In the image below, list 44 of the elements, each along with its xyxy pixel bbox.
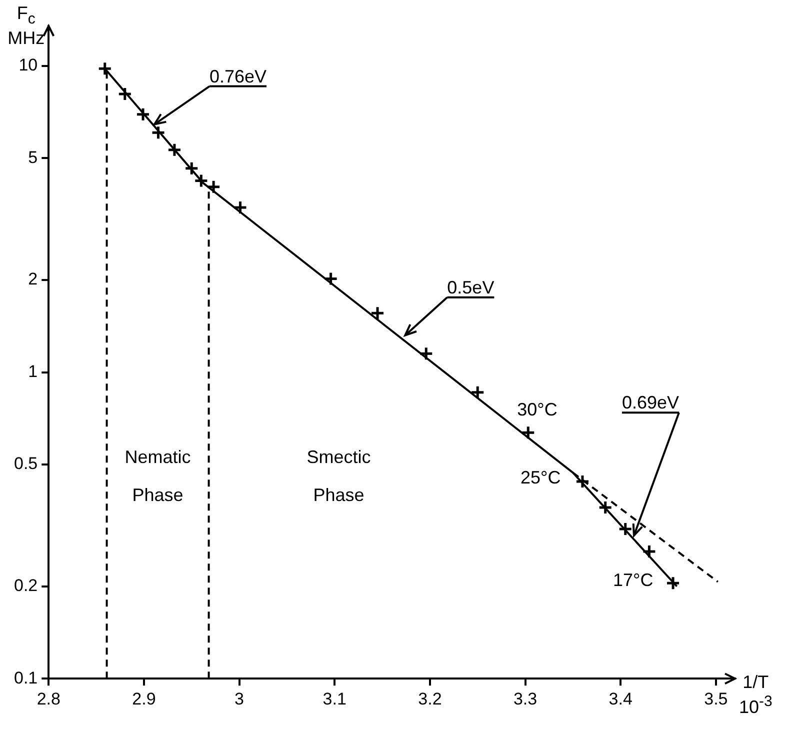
- point: [520, 425, 536, 440]
- x-tick-label: 3.1: [322, 689, 346, 708]
- point: [598, 500, 613, 515]
- point: [324, 271, 338, 286]
- y-tick-label: 10: [18, 56, 38, 75]
- point: [184, 161, 199, 176]
- x-tick-label: 3.5: [704, 689, 728, 708]
- x-tick-label: 3: [234, 689, 244, 708]
- y-tick-label: 0.5: [14, 454, 38, 474]
- x-axis-title: 1/T 10$^{-3}$: [739, 672, 772, 717]
- point: [118, 86, 132, 102]
- point: [618, 522, 633, 536]
- y-tick-label: 1: [28, 362, 38, 381]
- y-axis-title: F$_{c}$ MHz: [8, 3, 45, 48]
- y-tick-label: 5: [28, 148, 38, 167]
- x-tick-label: 3.2: [418, 689, 442, 708]
- point: [206, 180, 221, 194]
- y-tick-label: 0.2: [14, 576, 38, 596]
- x-tick-label: 2.9: [132, 689, 156, 708]
- point: [151, 125, 166, 140]
- annotation: 25°C: [520, 467, 561, 488]
- point: [470, 385, 485, 400]
- point: [136, 107, 150, 122]
- annotation: 17°C: [613, 570, 654, 590]
- point: [418, 346, 434, 361]
- annotation: 0.76eV: [209, 66, 267, 86]
- point: [167, 142, 182, 158]
- x-tick-label: 3.4: [608, 689, 632, 708]
- annotation: Nematic Phase: [124, 447, 191, 506]
- y-tick-label: 2: [28, 270, 38, 289]
- point: [194, 173, 208, 188]
- y-tick-label: 0.1: [14, 668, 38, 688]
- annotation: Smectic Phase: [306, 447, 371, 506]
- point: [370, 306, 385, 320]
- annotation: 30°C: [517, 400, 558, 420]
- x-tick-label: 2.8: [36, 689, 60, 708]
- point: [232, 200, 248, 215]
- point: [575, 474, 590, 489]
- point: [98, 61, 112, 76]
- point: [642, 544, 656, 559]
- annotation: 0.69eV: [622, 392, 680, 413]
- annotation: 0.5eV: [447, 277, 494, 298]
- x-tick-label: 3.3: [513, 689, 538, 708]
- point: [666, 576, 680, 590]
